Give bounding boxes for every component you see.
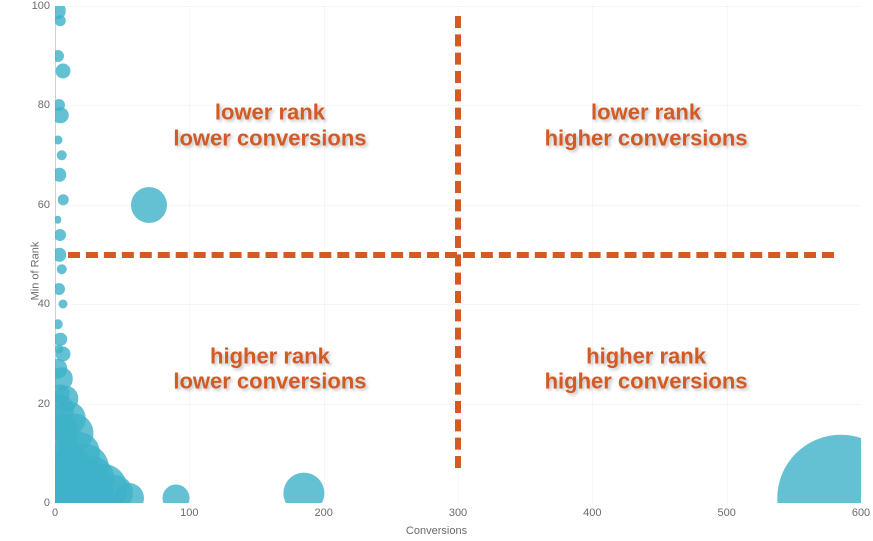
data-point[interactable] — [56, 63, 71, 78]
y-tick-label: 60 — [20, 199, 50, 211]
quadrant-label-line2: higher conversions — [545, 125, 748, 150]
quadrant-label-line1: higher rank — [210, 344, 330, 369]
y-tick-label: 20 — [20, 398, 50, 410]
y-axis-label: Min of Rank — [29, 241, 41, 300]
data-point[interactable] — [55, 136, 62, 145]
x-tick-label: 600 — [852, 507, 870, 519]
x-tick-label: 500 — [717, 507, 735, 519]
data-point[interactable] — [777, 434, 861, 503]
data-point[interactable] — [55, 168, 66, 182]
y-tick-label: 0 — [20, 497, 50, 509]
quadrant-label-line2: lower conversions — [173, 369, 366, 394]
data-point[interactable] — [55, 248, 66, 262]
y-tick-label: 80 — [20, 99, 50, 111]
data-point[interactable] — [55, 229, 66, 241]
x-tick-label: 0 — [52, 507, 58, 519]
data-point[interactable] — [55, 216, 61, 224]
data-point[interactable] — [59, 300, 68, 309]
quadrant-label-top_right: lower rankhigher conversions — [545, 100, 748, 151]
x-axis-label: Conversions — [406, 525, 467, 537]
x-tick-label: 100 — [180, 507, 198, 519]
data-point[interactable] — [56, 150, 67, 161]
data-point[interactable] — [55, 283, 65, 295]
quadrant-label-line1: lower rank — [591, 100, 701, 125]
data-point[interactable] — [162, 485, 189, 503]
quadrant-label-line1: lower rank — [215, 100, 325, 125]
data-point[interactable] — [55, 50, 64, 62]
data-point[interactable] — [58, 195, 69, 206]
quadrant-label-top_left: lower ranklower conversions — [173, 100, 366, 151]
quadrant-label-line2: higher conversions — [545, 369, 748, 394]
data-point[interactable] — [55, 107, 69, 124]
data-point[interactable] — [114, 483, 144, 503]
y-tick-label: 100 — [20, 0, 50, 12]
divider-vertical — [455, 16, 461, 468]
divider-horizontal — [68, 252, 834, 258]
data-point[interactable] — [131, 187, 167, 223]
x-tick-label: 200 — [314, 507, 332, 519]
quadrant-label-bottom_left: higher ranklower conversions — [173, 344, 366, 395]
data-point[interactable] — [56, 264, 67, 275]
data-point[interactable] — [55, 16, 66, 27]
data-point[interactable] — [283, 472, 324, 503]
x-tick-label: 400 — [583, 507, 601, 519]
plot-area: lower ranklower conversionslower rankhig… — [55, 6, 861, 503]
data-point[interactable] — [55, 319, 63, 330]
quadrant-label-bottom_right: higher rankhigher conversions — [545, 344, 748, 395]
chart-container: lower ranklower conversionslower rankhig… — [0, 0, 873, 541]
quadrant-label-line1: higher rank — [586, 344, 706, 369]
x-tick-label: 300 — [449, 507, 467, 519]
quadrant-label-line2: lower conversions — [173, 125, 366, 150]
